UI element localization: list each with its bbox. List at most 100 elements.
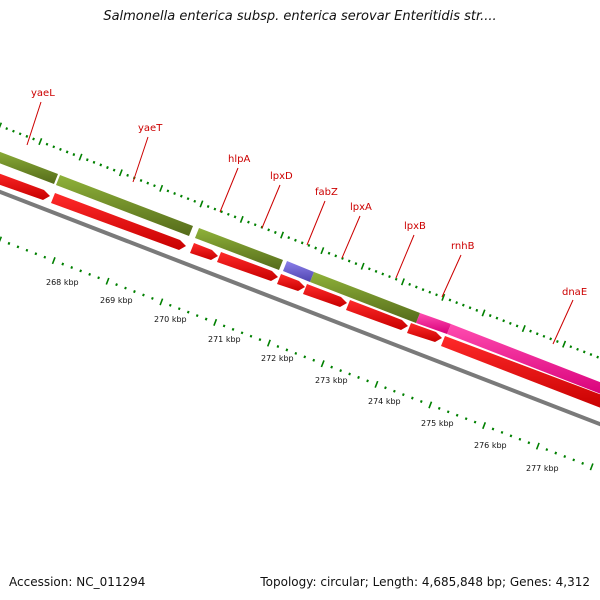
outer-tick — [400, 278, 405, 286]
outer-tick — [12, 129, 15, 133]
outer-tick — [421, 288, 425, 292]
outer-tick — [381, 272, 385, 276]
outer-tick — [408, 282, 412, 286]
inner-tick — [384, 386, 387, 390]
outer-tick — [529, 329, 532, 333]
outer-tick — [126, 173, 129, 177]
feature-green-1 — [0, 151, 58, 184]
kbp-label-274: 274 kbp — [368, 397, 401, 406]
inner-tick — [61, 262, 65, 266]
outer-tick — [542, 334, 546, 338]
outer-tick — [78, 153, 83, 161]
map-title: Salmonella enterica subsp. enterica sero… — [103, 9, 497, 24]
outer-tick — [515, 324, 519, 328]
kbp-label-275: 275 kbp — [421, 419, 454, 428]
inner-tick — [312, 358, 316, 362]
outer-tick — [85, 158, 89, 162]
outer-tick — [468, 306, 472, 310]
leader-fabZ — [306, 200, 326, 246]
inner-tick-track — [0, 236, 594, 471]
gene-label-lpxA: lpxA — [350, 202, 372, 213]
outer-tick — [186, 197, 190, 201]
outer-tick — [502, 319, 506, 323]
inner-tick — [7, 241, 11, 245]
cds-arrow-4 — [217, 252, 278, 281]
outer-tick — [488, 314, 492, 318]
gene-label-lpxB: lpxB — [404, 221, 426, 232]
outer-tick — [18, 132, 22, 136]
leader-dnaE — [552, 299, 574, 345]
inner-tick — [231, 327, 235, 331]
cds-arrow-7 — [346, 300, 408, 330]
inner-tick — [16, 245, 20, 249]
gene-labels: yaeL yaeT hlpA lpxD fabZ lpxA lpxB rnhB … — [31, 88, 587, 298]
inner-tick — [115, 283, 118, 287]
outer-tick — [374, 269, 378, 273]
outer-tick — [233, 215, 237, 219]
outer-tick — [25, 134, 29, 138]
outer-tick — [441, 293, 446, 301]
kbp-labels: 268 kbp 269 kbp 270 kbp 271 kbp 272 kbp … — [46, 278, 559, 473]
outer-tick — [461, 303, 465, 307]
inner-tick — [276, 345, 280, 348]
outer-tick — [521, 325, 526, 333]
outer-tick — [414, 285, 418, 289]
cds-arrow-2 — [51, 193, 186, 250]
inner-tick — [43, 255, 47, 259]
kbp-label-270: 270 kbp — [154, 315, 187, 324]
leader-rnhB — [441, 254, 462, 298]
inner-tick — [97, 276, 100, 280]
outer-tick — [394, 277, 398, 281]
outer-tick — [247, 220, 250, 224]
inner-tick — [545, 448, 549, 452]
gene-label-rnhB: rnhB — [451, 241, 475, 252]
kbp-label-276: 276 kbp — [474, 441, 507, 450]
inner-tick — [330, 365, 334, 369]
gene-label-fabZ: fabZ — [315, 187, 338, 198]
genome-backbone — [0, 189, 600, 427]
outer-tick — [92, 160, 96, 164]
outer-tick — [220, 210, 223, 214]
inner-tick — [393, 389, 396, 393]
outer-tick — [307, 243, 311, 247]
cds-arrow-1 — [0, 173, 50, 200]
inner-tick — [0, 236, 3, 243]
outer-tick — [582, 350, 586, 354]
inner-tick — [527, 441, 531, 445]
outer-tick — [300, 241, 304, 245]
outer-tick — [118, 169, 123, 177]
inner-tick — [401, 393, 405, 397]
leader-yaeL — [26, 101, 42, 146]
outer-tick — [65, 150, 69, 154]
feature-track — [0, 151, 600, 394]
cds-arrow-5 — [277, 274, 305, 291]
inner-tick — [70, 266, 74, 269]
feature-green-2 — [56, 175, 193, 236]
cds-arrow-6 — [303, 284, 347, 307]
inner-tick — [535, 442, 540, 450]
outer-tick — [273, 230, 277, 234]
outer-tick — [388, 275, 391, 279]
kbp-label-268: 268 kbp — [46, 278, 79, 287]
outer-tick — [327, 251, 331, 255]
cds-track — [0, 173, 600, 408]
inner-tick — [589, 463, 594, 471]
inner-tick — [285, 348, 289, 352]
outer-tick — [287, 236, 291, 240]
outer-tick — [495, 316, 499, 320]
inner-tick — [464, 417, 468, 421]
cds-arrow-9 — [441, 336, 600, 408]
kbp-label-272: 272 kbp — [261, 354, 294, 363]
leader-lpxA — [341, 215, 361, 259]
outer-tick — [173, 192, 176, 195]
label-leaders — [26, 101, 574, 345]
outer-tick — [0, 122, 3, 129]
outer-tick — [38, 138, 43, 146]
outer-tick — [153, 184, 156, 188]
inner-tick — [105, 277, 110, 285]
inner-tick — [25, 248, 29, 252]
inner-tick — [222, 324, 226, 328]
inner-tick — [428, 401, 433, 409]
gene-label-lpxD: lpxD — [270, 171, 293, 182]
kbp-label-271: 271 kbp — [208, 335, 241, 344]
